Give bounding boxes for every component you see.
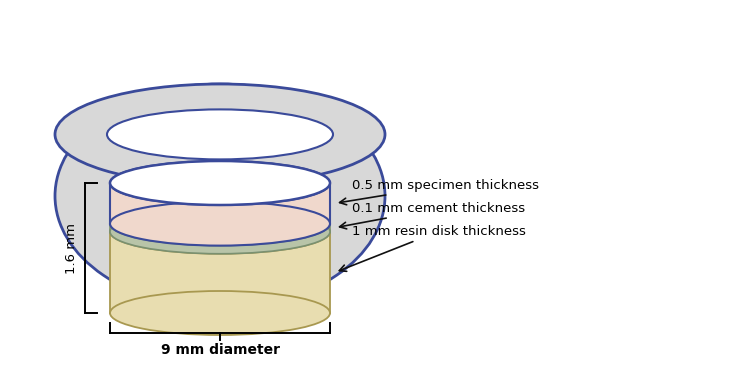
Ellipse shape	[110, 202, 330, 245]
Text: 0.5 mm specimen thickness: 0.5 mm specimen thickness	[340, 179, 539, 205]
Ellipse shape	[110, 210, 330, 254]
Polygon shape	[110, 232, 330, 313]
Ellipse shape	[110, 161, 330, 205]
Text: 9 mm diameter: 9 mm diameter	[160, 343, 280, 357]
Text: 0.1 mm cement thickness: 0.1 mm cement thickness	[340, 202, 525, 229]
Polygon shape	[110, 224, 330, 232]
Text: 1.6 mm: 1.6 mm	[65, 223, 77, 273]
Ellipse shape	[107, 109, 333, 159]
Ellipse shape	[110, 161, 330, 205]
Ellipse shape	[55, 84, 385, 308]
Polygon shape	[110, 183, 330, 224]
Ellipse shape	[110, 210, 330, 254]
Ellipse shape	[55, 84, 385, 185]
Text: 1 mm resin disk thickness: 1 mm resin disk thickness	[339, 225, 526, 271]
Ellipse shape	[110, 202, 330, 245]
Ellipse shape	[110, 291, 330, 335]
